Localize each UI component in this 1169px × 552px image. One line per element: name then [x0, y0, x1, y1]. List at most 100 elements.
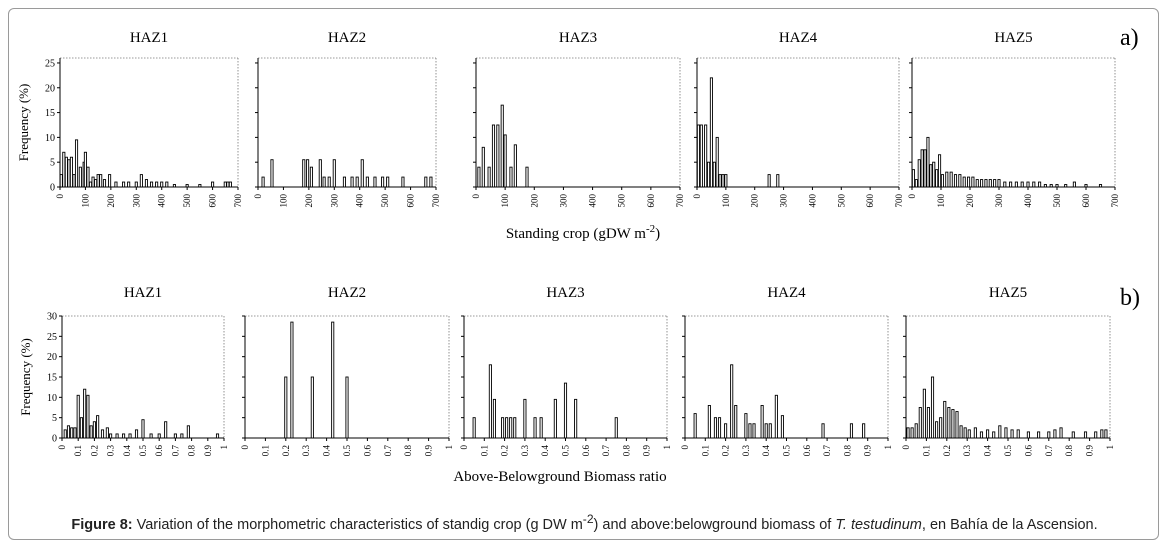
panel-b-haz1-bar [105, 427, 109, 439]
panel-a-haz1-bar [165, 181, 169, 188]
panel-b-haz5-bar [1016, 429, 1020, 439]
panel-b-haz2-xtick-label: 0.9 [424, 445, 434, 457]
panel-b-haz2-xtick-label: 0.3 [301, 445, 311, 457]
panel-b-haz3-bar [509, 417, 513, 439]
panel-a-haz1-bar [67, 159, 71, 188]
panel-a-haz5-chart: HAZ5 0 100 200 300 400 500 600 700 [907, 30, 1120, 208]
panel-b-haz3-bar [539, 417, 543, 439]
panel-b-haz1-ytick-label: 0 [52, 434, 57, 445]
panel-b-haz2-title: HAZ2 [328, 285, 366, 301]
panel-b-haz1-title: HAZ1 [124, 285, 162, 301]
panel-a-haz1-bar [114, 181, 118, 188]
panel-a-label: a) [1120, 25, 1139, 51]
panel-a-haz1-bar [223, 181, 227, 188]
panel-a-haz1-bar [64, 156, 68, 188]
panel-b-haz2-bar [284, 376, 288, 439]
panel-a-haz5-bar [1098, 184, 1103, 188]
panel-b-haz5-xtick-label: 0 [901, 445, 911, 450]
panel-a-haz2-bar [309, 166, 313, 188]
panel-a-haz4-title: HAZ4 [779, 30, 818, 46]
panel-b-haz5-bar [1071, 431, 1075, 439]
panel-b-haz5-bar [926, 407, 930, 439]
panel-a-haz4-bar [704, 124, 708, 188]
panel-b-haz3-xtick-label: 0.2 [500, 445, 510, 456]
panel-b-haz1-xtick-label: 0.4 [122, 445, 132, 457]
panel-b-haz1-bar [89, 425, 93, 439]
panel-b-haz5-xtick-label: 0.2 [942, 445, 952, 456]
panel-b-haz1-xtick-label: 0.2 [89, 445, 99, 456]
panel-b-haz1-bar [73, 427, 77, 439]
panel-a-haz1-bar [62, 151, 66, 188]
panel-a-haz5-bar [993, 179, 997, 188]
figure-frame: Figure 8: Variation of the morphometric … [8, 8, 1159, 540]
panel-a-haz1-bar [59, 174, 63, 188]
panel-a-haz1-bar [99, 174, 103, 188]
panel-a-haz5-bar [958, 174, 962, 188]
panel-b-haz1-bar [149, 433, 153, 439]
panel-a-haz2-xtick-label: 200 [304, 194, 314, 208]
panel-b-haz4-bar [693, 413, 697, 439]
panel-a-haz4-bar [715, 136, 719, 188]
panel-a-haz2-bar [401, 176, 405, 188]
panel-a-haz1-bar [211, 181, 215, 188]
panel-b-haz4-xtick-label: 0.1 [700, 445, 710, 456]
panel-a-haz4-bar [767, 174, 771, 188]
panel-b-haz1-ytick-label: 30 [47, 312, 57, 323]
panel-b-haz5-xtick-label: 0.5 [1003, 445, 1013, 457]
panel-b-haz1-bar [157, 433, 161, 439]
panel-a-haz2-title: HAZ2 [328, 30, 366, 46]
panel-a-haz5-bar [967, 176, 971, 188]
panel-a-haz1-bar [86, 166, 90, 188]
panel-a-haz4-xtick-label: 600 [865, 194, 875, 208]
panel-a-haz1-bar [88, 181, 93, 188]
panel-b-haz5-bar [986, 429, 990, 439]
panel-b-haz4-xtick-label: 0.4 [761, 445, 771, 457]
panel-b-haz3-bar [553, 398, 557, 439]
panel-b-haz1-bar [134, 429, 139, 439]
panel-b-haz5-bar [1094, 431, 1098, 439]
panel-a-haz3-xtick-label: 200 [529, 194, 539, 208]
panel-b-haz5-bar [939, 417, 943, 439]
panel-b-haz1-bar [128, 433, 132, 439]
panel-b-haz5-bar [1047, 431, 1051, 439]
panel-b-haz3-bar [472, 417, 476, 439]
panel-a-haz2-xtick-label: 700 [431, 194, 441, 208]
caption-text-1: Variation of the morphometric characteri… [132, 516, 583, 533]
panel-a-haz5-bar [1072, 181, 1076, 188]
panel-a-haz5-xtick-label: 100 [936, 194, 946, 208]
panel-a-haz3-xtick-label: 600 [646, 194, 656, 208]
panel-b-haz2-xtick-label: 0 [240, 445, 250, 450]
panel-a-haz5-bar [940, 174, 944, 188]
panel-b-haz5-chart: HAZ5 0 0.1 0.2 0.3 0.4 0.5 0.6 0.7 0.8 0.9 1 [901, 285, 1115, 456]
panel-b-haz3-chart: HAZ3 0 0.1 0.2 0.3 0.4 0.5 0.6 0.7 0.8 0.9 1 [459, 285, 672, 456]
panel-a-haz1-bar [155, 181, 159, 188]
panel-a-haz1-bar [228, 181, 232, 188]
panel-a-haz5-bar [1026, 181, 1030, 188]
panel-b-haz5-bar [979, 431, 984, 439]
panel-a-haz4-xtick-label: 400 [807, 194, 817, 208]
panel-b-haz1-ytick-label: 20 [47, 352, 57, 363]
panel-b-haz5-bar [951, 409, 955, 439]
panel-a-haz3-bar [509, 166, 513, 188]
panel-b-haz5-bar [967, 429, 971, 439]
panel-b-haz5-bar [1053, 429, 1057, 439]
panel-b-haz3-title: HAZ3 [546, 285, 584, 301]
panel-b-haz5-bar [959, 425, 963, 439]
panel-a-haz4-xtick-label: 100 [721, 194, 731, 208]
panel-a-haz4-bar [709, 77, 713, 188]
panel-a-haz5-xtick-label: 600 [1081, 194, 1091, 208]
panel-a-haz1-bar [139, 174, 143, 188]
panel-a-haz5-bar [926, 136, 930, 188]
panel-b-haz5-xtick-label: 0.8 [1064, 445, 1074, 457]
panel-a-haz5-bar [914, 179, 918, 188]
panel-a-haz2-bar [318, 159, 322, 188]
panel-b-haz1-bar [63, 429, 67, 439]
panel-a-haz1-bar [94, 179, 98, 188]
panel-a-haz1-bar [108, 174, 112, 188]
panel-b-haz4-bar [760, 405, 764, 439]
panel-b-haz1-bar [83, 388, 87, 439]
panel-a-haz3-bar [481, 146, 485, 188]
panel-b-haz5-bar [918, 407, 922, 439]
panel-b-haz5-bar [1100, 429, 1104, 439]
panel-a-haz4-bar [776, 174, 780, 188]
